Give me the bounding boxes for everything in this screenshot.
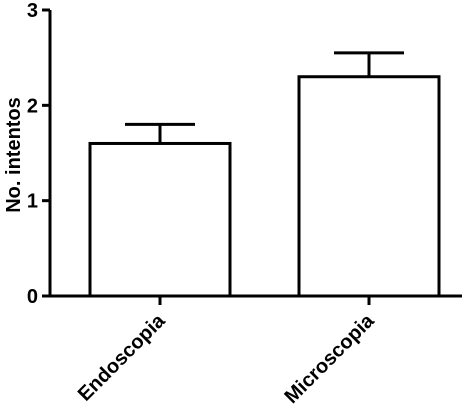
- y-tick-label: 0: [27, 286, 38, 308]
- y-tick-label: 3: [27, 0, 38, 22]
- bar-endoscopia: [88, 141, 232, 298]
- y-tick-label: 1: [27, 191, 38, 213]
- category-label: Microscopia: [280, 309, 379, 408]
- plot-area: 0 1 2 3 Endoscopia Microscopia: [27, 0, 462, 408]
- category-label: Endoscopia: [74, 309, 170, 405]
- y-axis-title: No. intentos: [3, 97, 25, 213]
- y-tick-label: 2: [27, 95, 38, 117]
- bar-microscopia: [297, 75, 441, 298]
